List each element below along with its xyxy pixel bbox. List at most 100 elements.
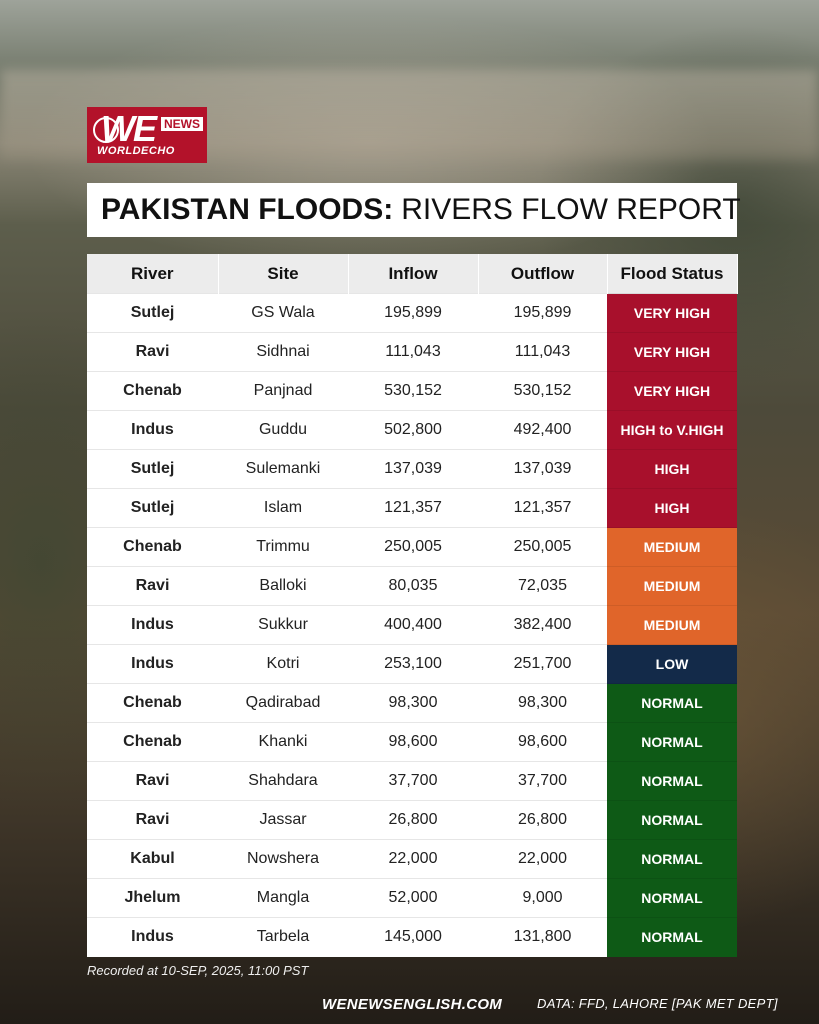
- river-cell: Chenab: [87, 371, 218, 411]
- river-cell: Kabul: [87, 839, 218, 879]
- header-outflow: Outflow: [478, 254, 608, 294]
- table-row: Kabul Nowshera 22,000 22,000 NORMAL: [87, 839, 737, 879]
- river-cell: Ravi: [87, 566, 218, 606]
- logo-news: NEWS: [161, 117, 203, 131]
- table-row: Chenab Khanki 98,600 98,600 NORMAL: [87, 722, 737, 762]
- site-cell: Panjnad: [218, 371, 348, 411]
- table-row: Indus Kotri 253,100 251,700 LOW: [87, 644, 737, 684]
- page-title: PAKISTAN FLOODS: RIVERS FLOW REPORT: [87, 183, 741, 237]
- river-cell: Chenab: [87, 683, 218, 723]
- footer-data-source: DATA: FFD, LAHORE [PAK MET DEPT]: [537, 996, 778, 1011]
- inflow-cell: 22,000: [348, 839, 478, 879]
- site-cell: Sidhnai: [218, 332, 348, 372]
- logo-worldecho: WORLDECHO: [97, 145, 175, 157]
- river-cell: Indus: [87, 605, 218, 645]
- table-row: Ravi Sidhnai 111,043 111,043 VERY HIGH: [87, 332, 737, 372]
- table-row: Chenab Qadirabad 98,300 98,300 NORMAL: [87, 683, 737, 723]
- table-row: Chenab Panjnad 530,152 530,152 VERY HIGH: [87, 371, 737, 411]
- outflow-cell: 9,000: [478, 878, 607, 918]
- inflow-cell: 250,005: [348, 527, 478, 567]
- outflow-cell: 111,043: [478, 332, 607, 372]
- flood-status-cell: VERY HIGH: [607, 293, 737, 333]
- rivers-flow-table: River Site Inflow Outflow Flood Status S…: [87, 254, 738, 957]
- table-row: Jhelum Mangla 52,000 9,000 NORMAL: [87, 878, 737, 918]
- outflow-cell: 382,400: [478, 605, 607, 645]
- site-cell: GS Wala: [218, 293, 348, 333]
- header-flood-status: Flood Status: [607, 254, 738, 294]
- table-row: Sutlej GS Wala 195,899 195,899 VERY HIGH: [87, 293, 737, 333]
- inflow-cell: 111,043: [348, 332, 478, 372]
- river-cell: Indus: [87, 410, 218, 450]
- table-row: Ravi Balloki 80,035 72,035 MEDIUM: [87, 566, 737, 606]
- outflow-cell: 131,800: [478, 917, 607, 957]
- footer-website: WENEWSENGLISH.COM: [322, 996, 503, 1013]
- inflow-cell: 26,800: [348, 800, 478, 840]
- inflow-cell: 502,800: [348, 410, 478, 450]
- river-cell: Chenab: [87, 527, 218, 567]
- outflow-cell: 251,700: [478, 644, 607, 684]
- flood-status-cell: LOW: [607, 644, 737, 684]
- table-row: Indus Tarbela 145,000 131,800 NORMAL: [87, 917, 737, 957]
- flood-status-cell: NORMAL: [607, 761, 737, 801]
- site-cell: Guddu: [218, 410, 348, 450]
- logo-we: WE: [101, 108, 157, 149]
- header-river: River: [87, 254, 219, 294]
- site-cell: Islam: [218, 488, 348, 528]
- river-cell: Chenab: [87, 722, 218, 762]
- outflow-cell: 137,039: [478, 449, 607, 489]
- flood-status-cell: NORMAL: [607, 722, 737, 762]
- inflow-cell: 145,000: [348, 917, 478, 957]
- river-cell: Sutlej: [87, 449, 218, 489]
- site-cell: Jassar: [218, 800, 348, 840]
- site-cell: Nowshera: [218, 839, 348, 879]
- flood-status-cell: VERY HIGH: [607, 332, 737, 372]
- site-cell: Tarbela: [218, 917, 348, 957]
- flood-status-cell: MEDIUM: [607, 566, 737, 606]
- site-cell: Kotri: [218, 644, 348, 684]
- inflow-cell: 195,899: [348, 293, 478, 333]
- flood-status-cell: HIGH: [607, 488, 737, 528]
- table-row: Sutlej Sulemanki 137,039 137,039 HIGH: [87, 449, 737, 489]
- site-cell: Khanki: [218, 722, 348, 762]
- flood-status-cell: NORMAL: [607, 917, 737, 957]
- outflow-cell: 22,000: [478, 839, 607, 879]
- inflow-cell: 37,700: [348, 761, 478, 801]
- recorded-timestamp: Recorded at 10-SEP, 2025, 11:00 PST: [87, 963, 309, 978]
- inflow-cell: 121,357: [348, 488, 478, 528]
- flood-status-cell: NORMAL: [607, 839, 737, 879]
- outflow-cell: 195,899: [478, 293, 607, 333]
- site-cell: Sulemanki: [218, 449, 348, 489]
- outflow-cell: 492,400: [478, 410, 607, 450]
- inflow-cell: 400,400: [348, 605, 478, 645]
- site-cell: Trimmu: [218, 527, 348, 567]
- globe-icon: [93, 117, 119, 143]
- table-row: Indus Guddu 502,800 492,400 HIGH to V.HIGH: [87, 410, 737, 450]
- table-row: Ravi Jassar 26,800 26,800 NORMAL: [87, 800, 737, 840]
- inflow-cell: 530,152: [348, 371, 478, 411]
- outflow-cell: 37,700: [478, 761, 607, 801]
- river-cell: Ravi: [87, 761, 218, 801]
- site-cell: Mangla: [218, 878, 348, 918]
- flood-status-cell: HIGH: [607, 449, 737, 489]
- river-cell: Jhelum: [87, 878, 218, 918]
- inflow-cell: 98,300: [348, 683, 478, 723]
- table-row: Chenab Trimmu 250,005 250,005 MEDIUM: [87, 527, 737, 567]
- table-header-row: River Site Inflow Outflow Flood Status: [87, 254, 738, 294]
- title-bold: PAKISTAN FLOODS:: [101, 193, 394, 226]
- flood-status-cell: NORMAL: [607, 800, 737, 840]
- river-cell: Indus: [87, 644, 218, 684]
- outflow-cell: 250,005: [478, 527, 607, 567]
- outflow-cell: 98,300: [478, 683, 607, 723]
- title-light: RIVERS FLOW REPORT: [401, 193, 741, 226]
- flood-status-cell: MEDIUM: [607, 527, 737, 567]
- flood-status-cell: MEDIUM: [607, 605, 737, 645]
- header-site: Site: [218, 254, 349, 294]
- site-cell: Qadirabad: [218, 683, 348, 723]
- site-cell: Balloki: [218, 566, 348, 606]
- worldecho-logo: WE NEWS WORLDECHO: [87, 107, 207, 163]
- flood-status-cell: NORMAL: [607, 683, 737, 723]
- flood-status-cell: HIGH to V.HIGH: [607, 410, 737, 450]
- river-cell: Indus: [87, 917, 218, 957]
- inflow-cell: 137,039: [348, 449, 478, 489]
- table-row: Indus Sukkur 400,400 382,400 MEDIUM: [87, 605, 737, 645]
